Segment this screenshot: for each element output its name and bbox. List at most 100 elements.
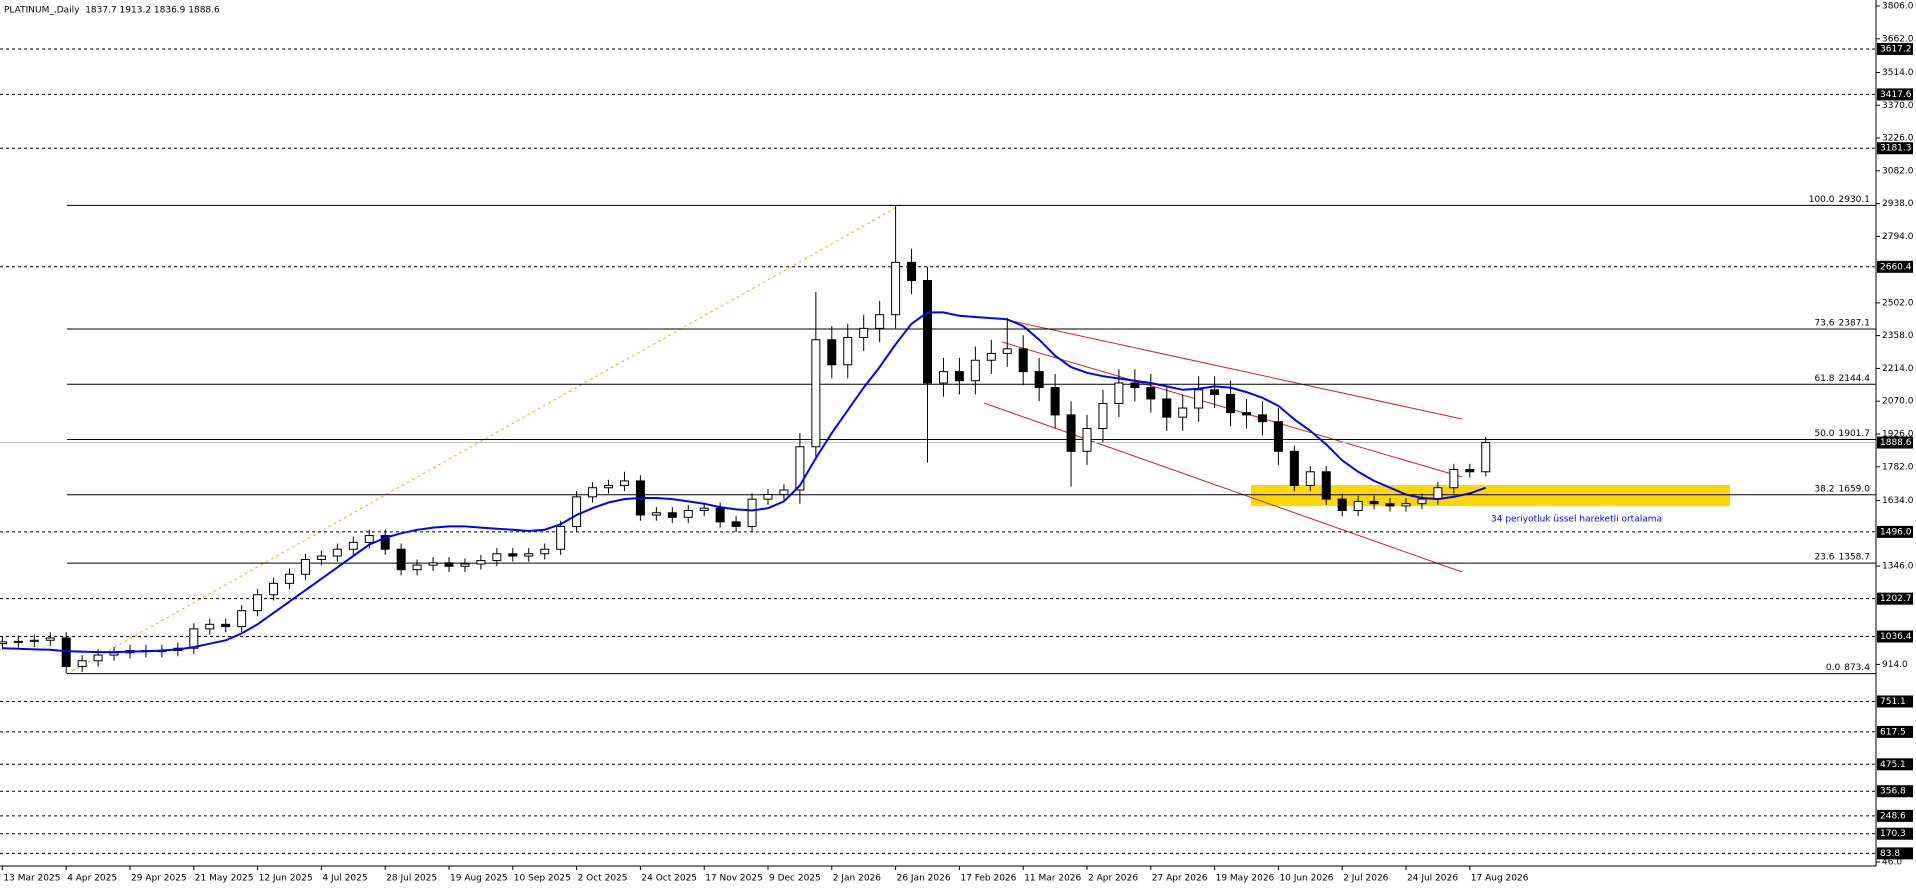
level-label-box (1877, 725, 1913, 738)
level-label: 248.6 (1880, 811, 1906, 821)
candle-body (827, 339, 837, 366)
candle-body (1257, 414, 1267, 423)
x-tick-label: 2 Jul 2026 (1343, 874, 1388, 884)
candle-body (1146, 387, 1156, 400)
candle-body (1162, 398, 1172, 418)
y-tick-label: 2502.0 (1882, 298, 1914, 308)
candle-body (588, 487, 598, 498)
candle-body (715, 507, 725, 523)
x-tick-label: 2 Apr 2026 (1088, 874, 1138, 884)
candle-body (1242, 412, 1251, 416)
candle-body (428, 562, 438, 566)
y-tick-label: 1782.0 (1882, 462, 1914, 472)
candle-body (1114, 382, 1124, 404)
fibo-price: 1358.7 (1839, 553, 1871, 563)
candle-body (907, 261, 917, 282)
fibo-ratio: 23.6 (1814, 553, 1834, 563)
candle-body (1449, 469, 1459, 489)
candle-body (1002, 348, 1012, 354)
y-tick-label: 2358.0 (1882, 331, 1914, 341)
candle-body (332, 548, 342, 557)
support-zone (1251, 485, 1730, 506)
candle-body (1385, 503, 1395, 507)
candle-body (891, 261, 901, 316)
candle-body (1401, 503, 1411, 507)
y-tick-label: 3082.0 (1882, 166, 1914, 176)
y-tick-label: 3226.0 (1882, 134, 1914, 144)
x-tick-label: 11 Mar 2026 (1024, 874, 1081, 884)
candle-body (45, 637, 55, 641)
candle-body (1321, 471, 1331, 500)
fibo-ratio: 0.0 (1826, 663, 1841, 673)
fibo-price: 1901.7 (1839, 429, 1871, 439)
y-tick-label: 2794.0 (1882, 232, 1914, 242)
candle-body (109, 652, 119, 656)
level-label-box (1877, 695, 1913, 708)
candle-body (619, 480, 629, 486)
x-tick-label: 4 Apr 2025 (67, 874, 117, 884)
y-tick-label: 914.0 (1882, 660, 1908, 670)
fibo-ratio: 61.8 (1814, 374, 1834, 384)
candle-body (731, 521, 741, 527)
candle-body (348, 541, 358, 550)
candle-body (189, 628, 199, 649)
x-tick-label: 28 Jul 2025 (386, 874, 437, 884)
candle-body (1433, 487, 1443, 500)
x-tick-label: 17 Aug 2026 (1471, 874, 1529, 884)
level-label: 83.8 (1880, 849, 1900, 859)
x-tick-label: 9 Dec 2025 (769, 874, 821, 884)
level-label-box (1877, 758, 1913, 771)
candle-body (93, 654, 103, 662)
level-label-box (1877, 847, 1913, 860)
level-label-box (1877, 525, 1913, 538)
candle-body (779, 489, 789, 496)
candle-body (1082, 428, 1092, 452)
y-tick-label: 46.0 (1882, 858, 1902, 868)
x-tick-label: 12 Jun 2025 (259, 874, 313, 884)
candle-body (1353, 500, 1363, 511)
x-tick-label: 4 Jul 2025 (322, 874, 367, 884)
candle-body (316, 555, 326, 560)
level-label-box (1877, 785, 1913, 798)
ema-label: 34 periyotluk üssel hareketli ortalama (1491, 515, 1662, 525)
candle-body (699, 507, 709, 511)
candle-body (811, 339, 821, 448)
x-tick-label: 24 Oct 2025 (641, 874, 697, 884)
candle-body (556, 525, 566, 550)
candle-body (1273, 421, 1283, 452)
x-tick-label: 26 Jan 2026 (897, 874, 951, 884)
level-label: 617.5 (1880, 727, 1906, 737)
level-label: 751.1 (1880, 697, 1906, 707)
level-label: 1496.0 (1880, 527, 1912, 537)
candle-body (1178, 407, 1188, 418)
level-label-box (1877, 630, 1913, 643)
candle-body (396, 548, 406, 571)
y-tick-label: 1346.0 (1882, 562, 1914, 572)
x-tick-label: 24 Jul 2026 (1407, 874, 1458, 884)
candle-body (0, 641, 7, 645)
chart-title: PLATINUM_,Daily 1837.7 1913.2 1836.9 188… (4, 6, 220, 16)
last-price-box (1877, 436, 1913, 449)
candle-body (747, 498, 757, 527)
candle-body (1210, 389, 1220, 395)
level-label: 1202.7 (1880, 594, 1912, 604)
candle-body (604, 484, 613, 489)
candle-body (1417, 498, 1427, 505)
candle-body (1050, 387, 1060, 416)
candle-body (683, 509, 693, 518)
candle-body (859, 327, 869, 338)
x-tick-label: 13 Mar 2025 (3, 874, 60, 884)
fibo-price: 873.4 (1844, 663, 1870, 673)
y-tick-label: 3806.0 (1882, 2, 1914, 12)
candle-body (651, 512, 661, 516)
x-tick-label: 17 Feb 2026 (960, 874, 1016, 884)
candle-body (1130, 382, 1140, 389)
candle-body (763, 494, 773, 500)
channel-upper (997, 317, 1463, 420)
level-label-box (1877, 592, 1913, 605)
candle-body (843, 336, 853, 366)
candle-body (380, 535, 390, 550)
candle-body (1337, 498, 1347, 511)
candle-body (1289, 450, 1299, 486)
